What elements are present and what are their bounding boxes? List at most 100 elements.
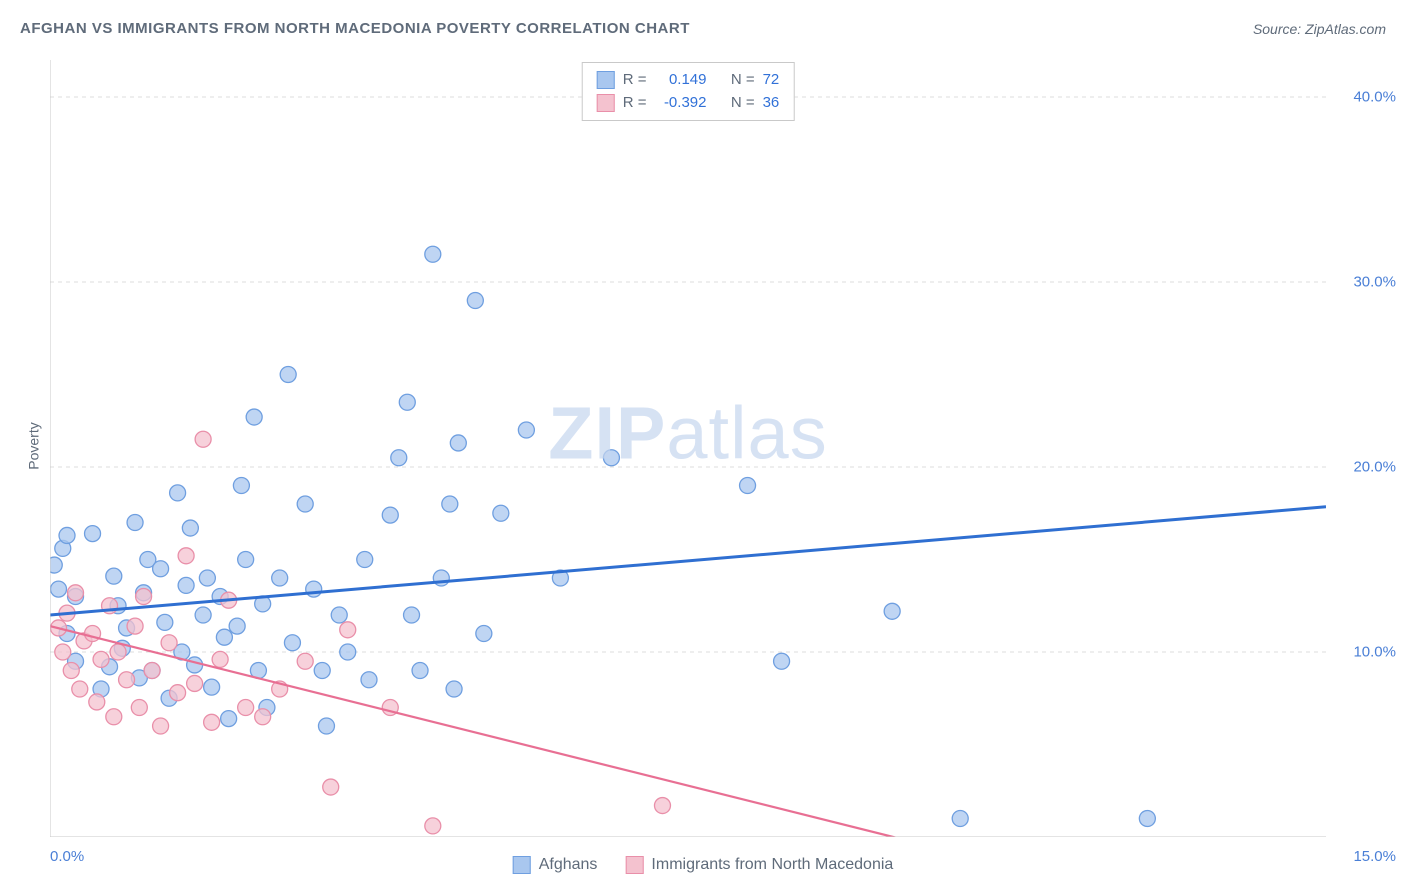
data-point <box>246 409 262 425</box>
data-point <box>357 552 373 568</box>
data-point <box>740 478 756 494</box>
series-swatch-icon <box>597 71 615 89</box>
data-point <box>144 663 160 679</box>
series-swatch-icon <box>597 94 615 112</box>
y-tick-label: 30.0% <box>1353 274 1396 291</box>
data-point <box>272 570 288 586</box>
data-point <box>450 435 466 451</box>
chart-title: AFGHAN VS IMMIGRANTS FROM NORTH MACEDONI… <box>20 20 690 37</box>
data-point <box>467 293 483 309</box>
data-point <box>170 485 186 501</box>
data-point <box>314 663 330 679</box>
data-point <box>127 515 143 531</box>
x-tick-label: 0.0% <box>50 848 84 865</box>
data-point <box>204 679 220 695</box>
data-point <box>297 496 313 512</box>
data-point <box>518 422 534 438</box>
data-point <box>221 711 237 727</box>
data-point <box>280 367 296 383</box>
data-point <box>1139 811 1155 827</box>
data-point <box>110 644 126 660</box>
n-value: 36 <box>763 92 780 115</box>
data-point <box>136 589 152 605</box>
data-point <box>442 496 458 512</box>
data-point <box>284 635 300 651</box>
data-point <box>85 526 101 542</box>
legend-item: Afghans <box>513 856 598 874</box>
data-point <box>412 663 428 679</box>
data-point <box>106 709 122 725</box>
n-label: N = <box>731 92 755 115</box>
data-point <box>187 675 203 691</box>
legend-swatch-icon <box>513 856 531 874</box>
data-point <box>297 653 313 669</box>
data-point <box>323 779 339 795</box>
data-point <box>204 714 220 730</box>
data-point <box>425 246 441 262</box>
y-tick-label: 10.0% <box>1353 644 1396 661</box>
legend-label: Immigrants from North Macedonia <box>651 856 893 874</box>
data-point <box>170 685 186 701</box>
data-point <box>131 700 147 716</box>
data-point <box>89 694 105 710</box>
data-point <box>161 635 177 651</box>
data-point <box>229 618 245 634</box>
data-point <box>178 577 194 593</box>
legend-item: Immigrants from North Macedonia <box>625 856 893 874</box>
legend-swatch-icon <box>625 856 643 874</box>
data-point <box>195 607 211 623</box>
data-point <box>157 614 173 630</box>
data-point <box>106 568 122 584</box>
data-point <box>306 581 322 597</box>
data-point <box>654 798 670 814</box>
data-point <box>182 520 198 536</box>
y-axis-label: Poverty <box>26 422 42 469</box>
data-point <box>187 657 203 673</box>
data-point <box>51 581 67 597</box>
data-point <box>212 651 228 667</box>
scatter-plot-svg <box>50 60 1326 837</box>
y-tick-label: 20.0% <box>1353 459 1396 476</box>
data-point <box>340 644 356 660</box>
data-point <box>774 653 790 669</box>
data-point <box>119 672 135 688</box>
data-point <box>238 552 254 568</box>
data-point <box>446 681 462 697</box>
data-point <box>382 507 398 523</box>
source-attribution: Source: ZipAtlas.com <box>1253 21 1386 37</box>
data-point <box>238 700 254 716</box>
r-label: R = <box>623 92 647 115</box>
data-point <box>72 681 88 697</box>
x-tick-label: 15.0% <box>1353 848 1396 865</box>
trend-line <box>50 626 1326 837</box>
data-point <box>603 450 619 466</box>
data-point <box>93 651 109 667</box>
data-point <box>127 618 143 634</box>
data-point <box>884 603 900 619</box>
data-point <box>216 629 232 645</box>
y-tick-label: 40.0% <box>1353 89 1396 106</box>
data-point <box>318 718 334 734</box>
data-point <box>493 505 509 521</box>
r-value: 0.149 <box>654 69 706 92</box>
data-point <box>425 818 441 834</box>
n-label: N = <box>731 69 755 92</box>
series-legend: Afghans Immigrants from North Macedonia <box>513 856 894 874</box>
r-label: R = <box>623 69 647 92</box>
data-point <box>404 607 420 623</box>
data-point <box>50 557 62 573</box>
data-point <box>340 622 356 638</box>
data-point <box>255 709 271 725</box>
data-point <box>331 607 347 623</box>
data-point <box>195 431 211 447</box>
n-value: 72 <box>763 69 780 92</box>
data-point <box>952 811 968 827</box>
r-value: -0.392 <box>654 92 706 115</box>
legend-label: Afghans <box>539 856 598 874</box>
stats-row: R = 0.149 N = 72 <box>597 69 780 92</box>
data-point <box>68 585 84 601</box>
data-point <box>361 672 377 688</box>
data-point <box>199 570 215 586</box>
data-point <box>63 663 79 679</box>
data-point <box>476 626 492 642</box>
